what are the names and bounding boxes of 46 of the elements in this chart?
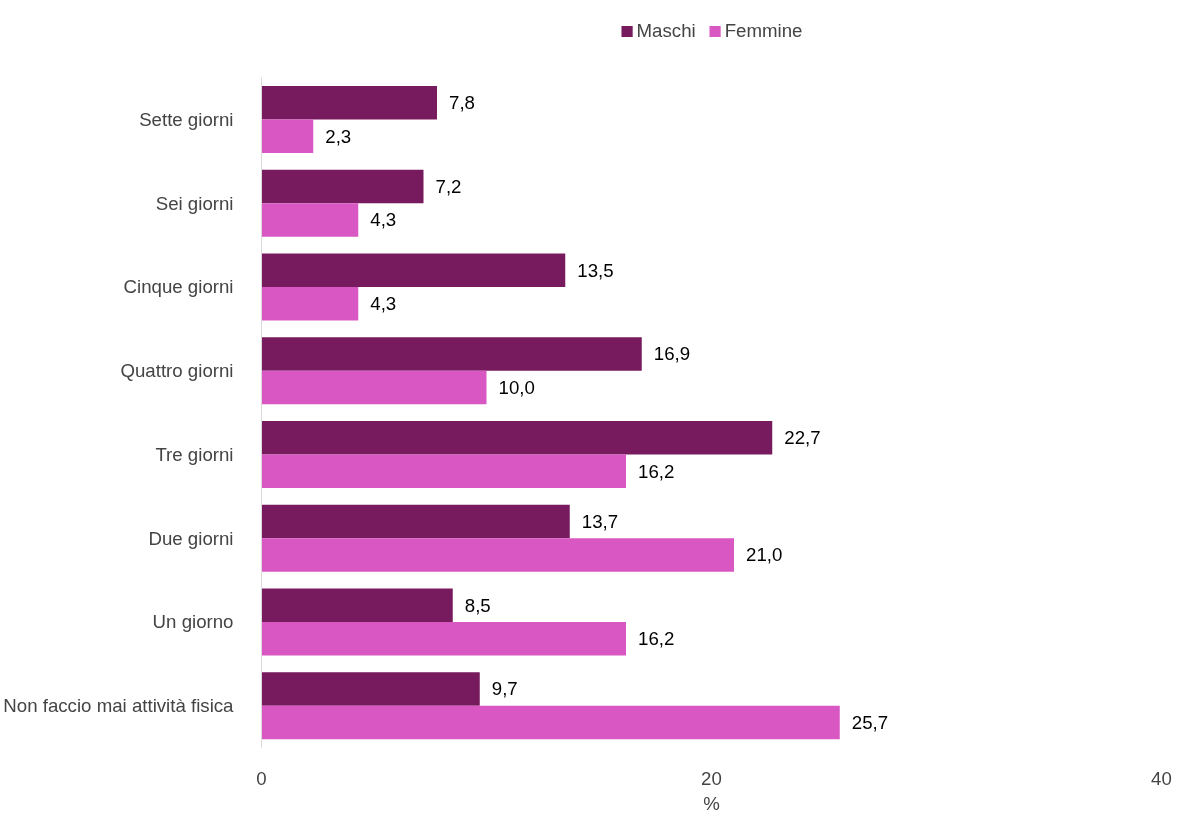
data-label: 4,3 bbox=[370, 293, 397, 315]
data-label: 16,2 bbox=[638, 460, 675, 482]
data-label: 16,2 bbox=[638, 628, 675, 650]
y-tick-label: Non faccio mai attività fisica bbox=[3, 695, 235, 717]
data-label: 13,7 bbox=[581, 510, 619, 532]
data-label: 25,7 bbox=[851, 711, 889, 733]
bar bbox=[261, 538, 734, 572]
bar bbox=[261, 286, 359, 321]
y-tick-label: Sette giorni bbox=[139, 108, 234, 130]
x-axis-title: % bbox=[703, 792, 720, 814]
x-tick-label: 0 bbox=[256, 767, 267, 789]
bar bbox=[261, 253, 566, 287]
legend-label: Femmine bbox=[724, 20, 803, 42]
bar bbox=[261, 588, 453, 622]
x-tick-label: 20 bbox=[701, 767, 722, 789]
data-label: 2,3 bbox=[325, 125, 352, 147]
data-label: 9,7 bbox=[491, 678, 518, 700]
bar bbox=[261, 203, 359, 237]
bar bbox=[261, 370, 487, 405]
bar bbox=[261, 504, 570, 539]
bar bbox=[261, 672, 480, 706]
y-tick-label: Tre giorni bbox=[155, 443, 234, 465]
bar bbox=[261, 119, 314, 153]
data-label: 4,3 bbox=[370, 209, 397, 231]
data-label: 7,2 bbox=[435, 175, 462, 197]
data-label: 16,9 bbox=[653, 343, 691, 365]
bar bbox=[261, 705, 840, 740]
data-label: 13,5 bbox=[577, 259, 614, 281]
bar bbox=[261, 420, 773, 455]
bar bbox=[261, 621, 626, 656]
bar bbox=[261, 454, 626, 488]
x-tick-label: 40 bbox=[1151, 767, 1172, 789]
y-tick-label: Un giorno bbox=[152, 611, 234, 633]
y-tick-label: Sei giorni bbox=[155, 192, 234, 214]
data-label: 22,7 bbox=[784, 427, 821, 449]
data-label: 21,0 bbox=[746, 544, 783, 566]
bar bbox=[261, 337, 642, 371]
legend-label: Maschi bbox=[636, 20, 696, 42]
data-label: 8,5 bbox=[464, 594, 491, 616]
y-tick-label: Due giorni bbox=[148, 527, 234, 549]
bar bbox=[261, 85, 437, 120]
y-tick-label: Quattro giorni bbox=[120, 360, 234, 382]
bar bbox=[261, 169, 424, 204]
y-tick-label: Cinque giorni bbox=[123, 276, 234, 298]
data-label: 7,8 bbox=[449, 92, 475, 114]
data-label: 10,0 bbox=[498, 376, 535, 398]
